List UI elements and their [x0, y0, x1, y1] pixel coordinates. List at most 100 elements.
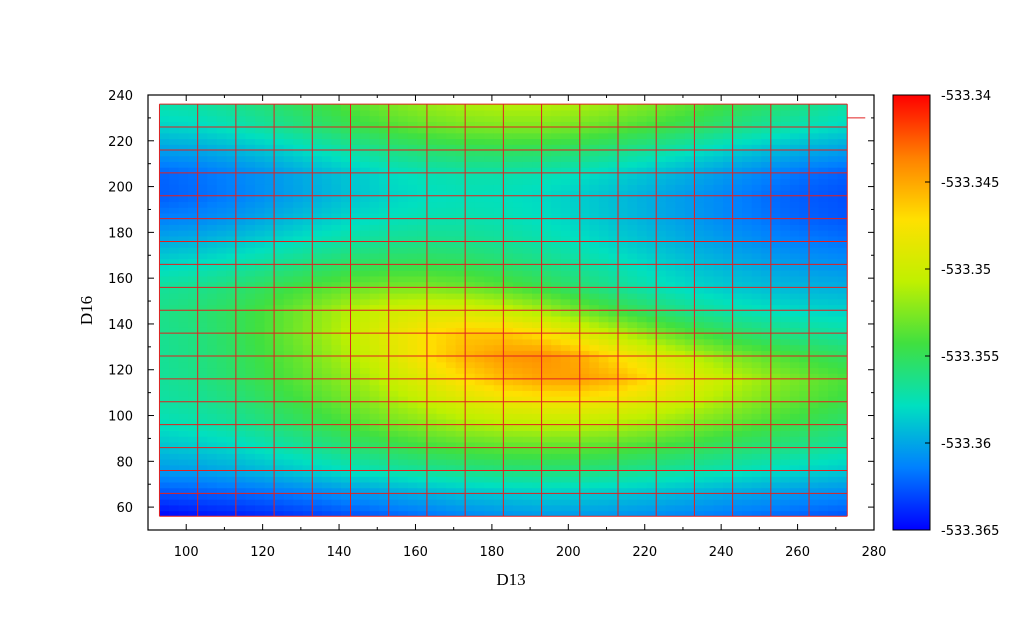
- heatmap-cell: [598, 161, 610, 168]
- heatmap-cell: [780, 172, 791, 180]
- heatmap-cell: [694, 499, 705, 506]
- heatmap-cell: [684, 270, 696, 277]
- heatmap-cell: [264, 104, 275, 111]
- heatmap-cell: [436, 441, 447, 449]
- heatmap-cell: [684, 459, 696, 466]
- heatmap-cell: [761, 481, 772, 489]
- heatmap-cell: [474, 504, 485, 512]
- heatmap-cell: [627, 430, 638, 437]
- heatmap-cell: [388, 167, 399, 174]
- heatmap-cell: [169, 207, 180, 214]
- heatmap-cell: [360, 390, 371, 397]
- heatmap-cell: [159, 378, 170, 386]
- heatmap-cell: [226, 310, 237, 317]
- heatmap-cell: [484, 190, 495, 197]
- heatmap-cell: [617, 270, 629, 277]
- heatmap-cell: [703, 149, 715, 157]
- heatmap-cell: [159, 338, 170, 346]
- heatmap-cell: [589, 493, 600, 500]
- heatmap-cell: [694, 281, 705, 288]
- heatmap-cell: [627, 235, 638, 243]
- heatmap-cell: [809, 424, 820, 431]
- heatmap-cell: [665, 298, 676, 306]
- heatmap-cell: [589, 104, 600, 111]
- heatmap-cell: [646, 493, 657, 500]
- heatmap-cell: [809, 447, 820, 454]
- heatmap-cell: [780, 184, 791, 191]
- heatmap-cell: [551, 476, 562, 483]
- heatmap-cell: [178, 504, 189, 512]
- heatmap-cell: [684, 487, 696, 494]
- heatmap-cell: [426, 327, 438, 334]
- heatmap-cell: [178, 367, 189, 374]
- heatmap-cell: [426, 436, 438, 443]
- heatmap-cell: [598, 430, 610, 437]
- heatmap-cell: [312, 304, 323, 311]
- heatmap-cell: [484, 264, 495, 271]
- heatmap-cell: [283, 390, 294, 397]
- heatmap-cell: [684, 155, 696, 162]
- heatmap-cell: [809, 413, 820, 420]
- heatmap-cell: [809, 510, 820, 517]
- heatmap-cell: [665, 190, 676, 197]
- heatmap-cell: [379, 178, 390, 185]
- heatmap-cell: [226, 167, 237, 174]
- heatmap-cell: [761, 310, 772, 317]
- heatmap-cell: [369, 127, 380, 134]
- heatmap-cell: [312, 241, 323, 248]
- heatmap-cell: [551, 149, 562, 157]
- heatmap-cell: [551, 235, 562, 243]
- heatmap-cell: [245, 504, 256, 512]
- heatmap-cell: [169, 413, 180, 420]
- heatmap-cell: [207, 270, 218, 277]
- heatmap-cell: [589, 327, 600, 334]
- heatmap-cell: [369, 378, 380, 386]
- heatmap-cell: [235, 407, 247, 414]
- heatmap-cell: [551, 470, 562, 477]
- heatmap-cell: [369, 115, 380, 122]
- heatmap-cell: [455, 218, 466, 225]
- heatmap-cell: [283, 127, 294, 134]
- heatmap-cell: [684, 230, 696, 237]
- heatmap-cell: [789, 361, 801, 369]
- heatmap-cell: [551, 212, 562, 220]
- heatmap-cell: [188, 287, 199, 294]
- heatmap-cell: [340, 499, 352, 506]
- heatmap-cell: [178, 373, 189, 380]
- heatmap-cell: [417, 235, 428, 243]
- heatmap-cell: [235, 344, 247, 351]
- heatmap-cell: [637, 424, 648, 431]
- heatmap-cell: [789, 275, 801, 283]
- heatmap-cell: [245, 361, 256, 369]
- heatmap-cell: [665, 407, 676, 414]
- heatmap-cell: [665, 453, 676, 460]
- heatmap-cell: [694, 247, 705, 254]
- heatmap-cell: [484, 201, 495, 208]
- heatmap-cell: [809, 356, 820, 363]
- heatmap-cell: [541, 407, 552, 414]
- heatmap-cell: [465, 315, 476, 323]
- heatmap-cell: [684, 344, 696, 351]
- heatmap-cell: [321, 230, 333, 237]
- heatmap-cell: [216, 453, 227, 460]
- heatmap-cell: [169, 190, 180, 197]
- heatmap-cell: [426, 418, 438, 426]
- heatmap-cell: [369, 178, 380, 185]
- heatmap-cell: [235, 321, 247, 328]
- heatmap-cell: [703, 493, 715, 500]
- heatmap-cell: [302, 184, 313, 191]
- heatmap-cell: [178, 127, 189, 134]
- heatmap-cell: [684, 367, 696, 374]
- heatmap-cell: [436, 447, 447, 454]
- heatmap-cell: [407, 396, 418, 403]
- heatmap-cell: [169, 121, 180, 128]
- heatmap-cell: [522, 315, 533, 323]
- heatmap-cell: [665, 310, 676, 317]
- heatmap-cell: [340, 487, 352, 494]
- heatmap-cell: [188, 418, 199, 426]
- heatmap-cell: [398, 504, 409, 512]
- heatmap-cell: [675, 207, 686, 214]
- heatmap-cell: [283, 195, 294, 203]
- heatmap-cell: [656, 436, 667, 443]
- heatmap-cell: [770, 464, 781, 472]
